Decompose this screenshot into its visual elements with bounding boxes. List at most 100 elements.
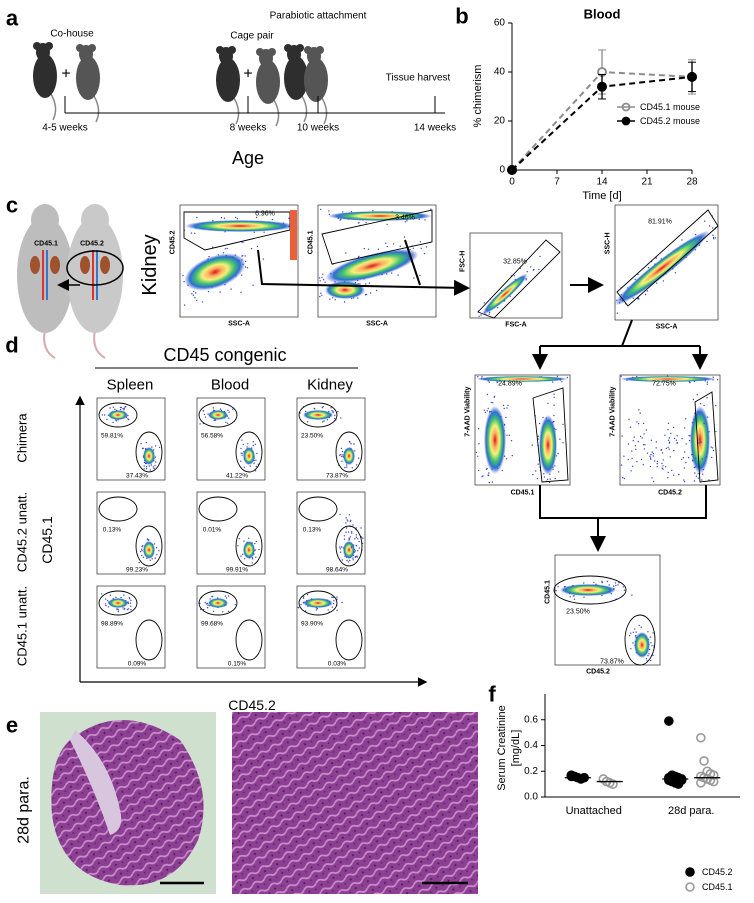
gate [135, 619, 163, 661]
plus: + [61, 66, 70, 83]
flow-event [649, 457, 652, 459]
flow-event [153, 467, 155, 470]
flow-event [101, 414, 104, 416]
flow-event [639, 435, 642, 438]
flow-event [365, 293, 368, 296]
flow-event [241, 274, 243, 276]
gate-percentage: 41.22% [226, 473, 248, 480]
flow-event [322, 279, 325, 281]
flow-event [482, 475, 484, 477]
flow-event [143, 465, 145, 467]
flow-event [343, 538, 346, 540]
mouse-body [17, 217, 73, 333]
flow-event [122, 607, 124, 609]
flow-event [689, 381, 691, 384]
flow-event [247, 443, 249, 445]
gate [198, 496, 238, 522]
gate [694, 391, 719, 483]
flow-event [139, 550, 142, 553]
flow-event [345, 252, 347, 254]
axis-title: CD45.1 [39, 516, 55, 564]
gate-percentage: 0.03% [328, 661, 347, 668]
flow-event [650, 453, 652, 456]
flow-event [631, 594, 633, 596]
flow-event [510, 440, 513, 442]
kidney [100, 256, 110, 274]
flow-event [508, 434, 510, 436]
flow-event [155, 461, 157, 463]
gate-percentage: 37.43% [126, 473, 148, 480]
flow-event [155, 547, 158, 549]
gate-percentage: 6.96% [255, 211, 275, 218]
flow-density [325, 249, 419, 283]
flow-event [219, 291, 221, 293]
flow-event [242, 255, 244, 257]
flow-event [697, 473, 699, 475]
data-point [566, 771, 577, 782]
flow-event [360, 527, 362, 529]
flow-event [656, 282, 658, 284]
flow-event [673, 474, 675, 476]
flow-event [219, 408, 222, 410]
flow-event [364, 294, 367, 296]
flow-event [241, 439, 243, 441]
flow-event [158, 550, 160, 552]
legend-label: CD45.2 mouse [640, 116, 700, 126]
gate [98, 496, 138, 522]
flow-event [655, 447, 657, 449]
data-point [699, 756, 709, 766]
flow-event [654, 460, 656, 462]
flow-event [343, 301, 346, 303]
flow-event [553, 414, 555, 417]
flow-density [108, 598, 128, 608]
flow-event [511, 454, 513, 457]
flow-event [355, 555, 357, 558]
flow-event [344, 466, 346, 469]
flow-event [154, 445, 157, 447]
flow-event [327, 609, 329, 611]
flow-event [650, 458, 652, 460]
gate [298, 496, 338, 522]
flow-event [331, 596, 333, 598]
mouse-body [284, 56, 308, 100]
mouse-ear [45, 42, 53, 50]
flow-event [227, 610, 230, 612]
flow-event [263, 231, 265, 233]
gate-percentage: 32.85% [503, 259, 527, 266]
gating-arrow [621, 319, 633, 347]
flow-event [240, 452, 242, 454]
flow-event [699, 403, 702, 405]
flow-event [667, 439, 670, 441]
flow-event [152, 466, 154, 468]
data-point [676, 775, 687, 786]
flow-event [236, 218, 238, 220]
y-axis-label: % chimerism [472, 65, 484, 128]
flow-event [241, 454, 243, 456]
flow-event [255, 216, 258, 219]
flow-event [623, 589, 626, 591]
x-tick-label: 7 [554, 177, 560, 188]
flow-event [104, 414, 106, 416]
flow-event [252, 284, 254, 286]
gate [235, 431, 263, 473]
mouse-head [81, 204, 109, 236]
gate [335, 525, 363, 567]
flow-event [491, 481, 493, 483]
flow-event [712, 227, 714, 229]
flow-event [322, 406, 324, 408]
flow-event [225, 597, 228, 599]
flow-event [348, 514, 350, 516]
flow-event [640, 626, 642, 628]
data-point [696, 778, 706, 788]
y-axis-label: Serum Creatinine [496, 705, 508, 791]
flow-event [222, 611, 224, 613]
flow-event [562, 423, 564, 426]
flow-density [303, 598, 333, 608]
chart-title: Blood [584, 7, 621, 22]
flow-event [240, 447, 242, 450]
flow-event [117, 609, 120, 611]
flow-event [705, 456, 707, 458]
gate-percentage: 93.90% [301, 621, 323, 628]
flow-event [240, 555, 242, 557]
flow-density [143, 541, 155, 559]
